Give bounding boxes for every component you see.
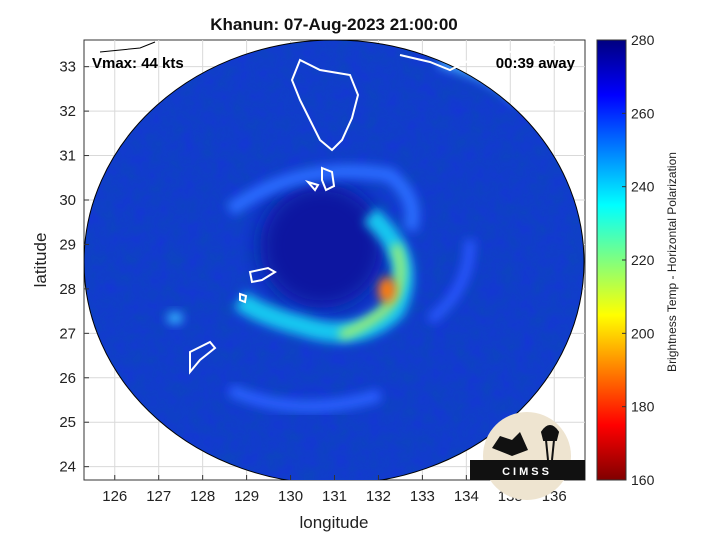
- y-tick-label: 33: [59, 59, 76, 76]
- swath-outline: [84, 40, 585, 480]
- y-tick-label: 26: [59, 370, 76, 387]
- eyewall-core: [378, 277, 396, 303]
- south-band: [227, 384, 382, 413]
- small-island-coastline: [239, 292, 248, 304]
- logo-circle: [483, 412, 571, 500]
- x-tick-label: 129: [234, 488, 259, 505]
- east-band: [426, 239, 475, 324]
- cimss-logo: CIMSS: [470, 412, 585, 500]
- colorbar-tick-label: 160: [631, 472, 655, 488]
- y-tick-label: 29: [59, 236, 76, 253]
- y-tick-label: 24: [59, 459, 76, 476]
- colorbar-ticks: 160 180 200 220 240 260 280: [622, 32, 655, 488]
- amami-coastline: [248, 266, 277, 284]
- colorbar-tick-label: 220: [631, 252, 655, 268]
- satellite-dish-icon: [492, 432, 528, 456]
- y-axis: 24 25 26 27 28 29 30 31 32 33: [59, 59, 89, 476]
- water-tower-icon: [540, 425, 560, 461]
- eye: [260, 184, 384, 308]
- eyewall-band-inner: [338, 243, 406, 340]
- y-tick-label: 28: [59, 281, 76, 298]
- coastlines: [99, 41, 561, 375]
- x-tick-label: 131: [322, 488, 347, 505]
- honshu-coastline: [399, 43, 561, 72]
- honshu-outer-coastline: [99, 41, 156, 53]
- y-tick-label: 27: [59, 325, 76, 342]
- colorbar-tick-label: 200: [631, 325, 655, 341]
- colorbar-gradient: [596, 39, 627, 481]
- colorbar-tick-label: 280: [631, 32, 655, 48]
- kyushu-coastline: [290, 58, 360, 152]
- y-axis-label: latitude: [31, 233, 50, 288]
- away-annotation: 00:39 away: [496, 55, 576, 72]
- colorbar-label: Brightness Temp - Horizontal Polarizatio…: [665, 152, 679, 372]
- x-axis-label: longitude: [299, 513, 368, 532]
- logo-banner: [470, 460, 585, 480]
- vmax-annotation: Vmax: 44 kts: [92, 55, 184, 72]
- y-tick-label: 25: [59, 414, 76, 431]
- colorbar: 160 180 200 220 240 260 280 Brightness Temp - …: [596, 32, 679, 488]
- x-tick-label: 127: [146, 488, 171, 505]
- x-tick-label: 133: [410, 488, 435, 505]
- colorbar-tick-label: 240: [631, 179, 655, 195]
- x-tick-label: 130: [278, 488, 303, 505]
- tanegashima-coastline: [321, 166, 336, 192]
- x-tick-label: 132: [366, 488, 391, 505]
- small-island-coastline-2: [304, 180, 320, 192]
- x-tick-label: 126: [102, 488, 127, 505]
- y-tick-label: 32: [59, 103, 76, 120]
- chart-title: Khanun: 07-Aug-2023 21:00:00: [210, 15, 458, 34]
- y-tick-label: 30: [59, 192, 76, 209]
- outer-band: [225, 164, 420, 233]
- rainband-west: [167, 312, 183, 324]
- x-tick-label: 134: [454, 488, 479, 505]
- y-tick-label: 31: [59, 148, 76, 165]
- logo-text: CIMSS: [502, 466, 552, 478]
- colorbar-tick-label: 180: [631, 399, 655, 415]
- colorbar-tick-label: 260: [631, 105, 655, 121]
- x-tick-label: 128: [190, 488, 215, 505]
- okinawa-coastline: [189, 340, 217, 375]
